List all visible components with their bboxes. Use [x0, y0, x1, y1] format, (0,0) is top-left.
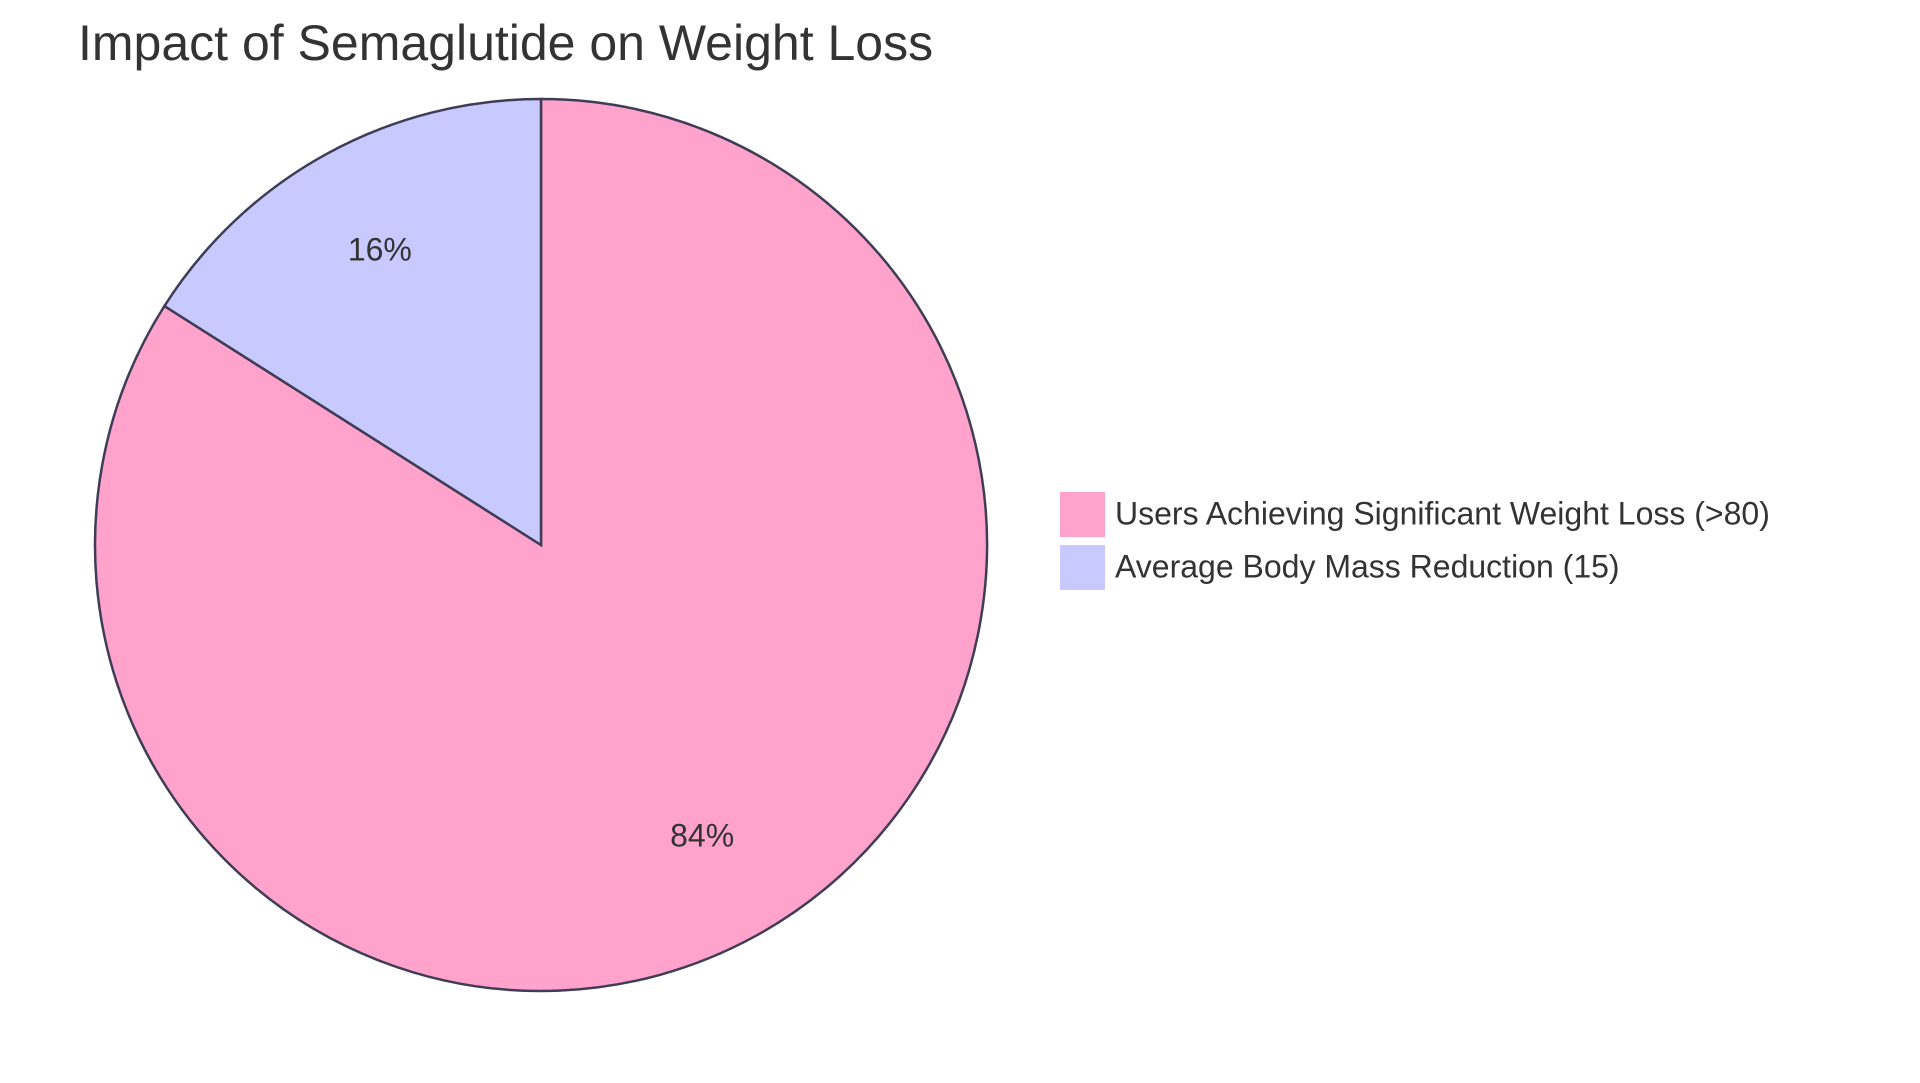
legend-label: Average Body Mass Reduction (15): [1115, 548, 1620, 584]
legend-label: Users Achieving Significant Weight Loss …: [1115, 495, 1770, 531]
chart-title: Impact of Semaglutide on Weight Loss: [78, 15, 933, 71]
legend-swatch: [1060, 545, 1105, 590]
pie-slice: [162, 97, 543, 548]
slice-label: 84%: [670, 818, 734, 854]
legend-swatch: [1060, 492, 1105, 537]
slice-label: 16%: [348, 231, 412, 267]
